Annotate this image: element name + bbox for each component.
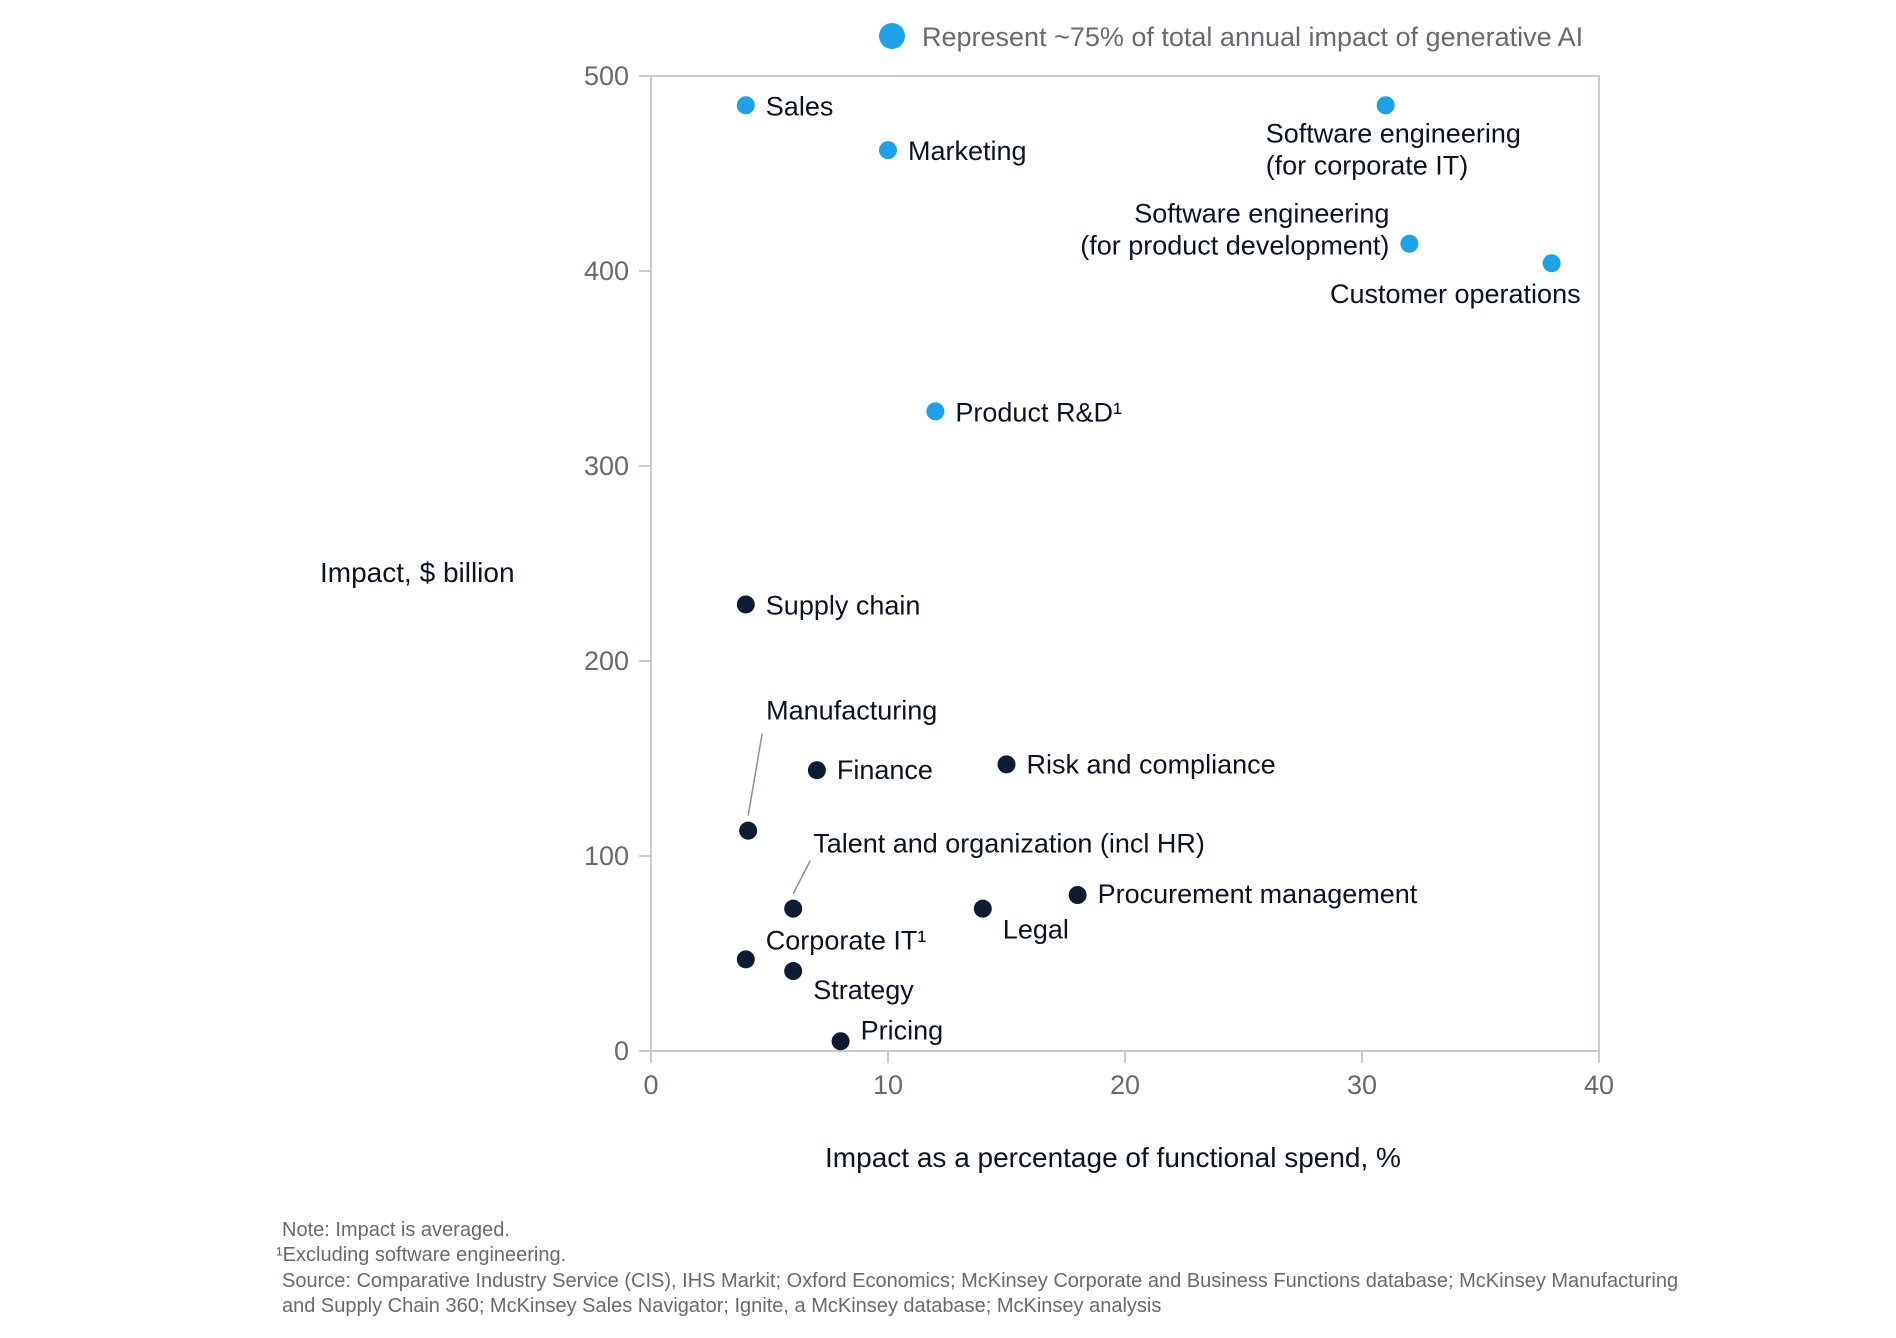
y-tick-label: 400: [584, 256, 629, 286]
y-axis-title: Impact, $ billion: [320, 557, 515, 588]
point-supply-chain: [736, 595, 755, 614]
label-talent-and-organization: Talent and organization (incl HR): [813, 829, 1205, 859]
point-procurement-management: [1068, 886, 1087, 904]
y-tick-label: 100: [584, 841, 629, 871]
point-strategy: [784, 962, 803, 981]
data-points: [736, 96, 1561, 1051]
label-corporate-it: Corporate IT¹: [766, 925, 927, 955]
x-axis-title: Impact as a percentage of functional spe…: [825, 1142, 1401, 1173]
point-corporate-it: [736, 950, 755, 969]
source-text-line-1: Source: Comparative Industry Service (CI…: [282, 1270, 1679, 1292]
source-text-line-2: and Supply Chain 360; McKinsey Sales Nav…: [282, 1295, 1162, 1317]
point-software-engineering-corporate-it: [1376, 96, 1395, 115]
label-supply-chain: Supply chain: [766, 590, 921, 620]
x-tick-label: 20: [1110, 1070, 1140, 1100]
point-finance: [807, 761, 826, 780]
point-software-engineering-product-development: [1400, 234, 1419, 253]
label-software-engineering-corporate-it-line-2: (for corporate IT): [1266, 150, 1469, 180]
point-manufacturing: [739, 821, 758, 840]
x-tick-label: 0: [643, 1070, 658, 1100]
point-risk-and-compliance: [997, 755, 1016, 774]
legend: Represent ~75% of total annual impact of…: [879, 22, 1583, 52]
point-product-rd: [926, 402, 945, 421]
x-axis-ticks: 0 10 20 30 40: [643, 1051, 1614, 1100]
point-talent-and-organization: [784, 899, 803, 918]
label-customer-operations: Customer operations: [1330, 279, 1581, 309]
x-tick-label: 30: [1347, 1070, 1377, 1100]
note-text: Note: Impact is averaged.: [282, 1219, 510, 1241]
point-sales: [736, 96, 755, 115]
point-customer-operations: [1542, 254, 1561, 273]
label-manufacturing: Manufacturing: [766, 696, 937, 726]
leader-line-manufacturing: [747, 733, 763, 816]
point-legal: [973, 899, 992, 918]
y-tick-label: 0: [614, 1036, 629, 1066]
x-tick-label: 10: [873, 1070, 903, 1100]
label-legal: Legal: [1003, 915, 1069, 945]
y-tick-label: 500: [584, 61, 629, 91]
point-pricing: [831, 1032, 850, 1051]
label-sales: Sales: [766, 91, 834, 121]
label-risk-and-compliance: Risk and compliance: [1027, 749, 1276, 779]
label-pricing: Pricing: [861, 1015, 944, 1045]
y-tick-label: 200: [584, 646, 629, 676]
label-marketing: Marketing: [908, 136, 1027, 166]
label-product-rd: Product R&D¹: [955, 397, 1122, 427]
footnote-text: ¹Excluding software engineering.: [276, 1244, 567, 1266]
legend-marker: [879, 23, 905, 49]
leader-lines: [747, 733, 811, 894]
label-finance: Finance: [837, 755, 933, 785]
label-software-engineering-corporate-it-line-1: Software engineering: [1266, 118, 1521, 148]
legend-label: Represent ~75% of total annual impact of…: [922, 22, 1583, 52]
leader-line-talent-and-organization: [792, 860, 811, 894]
y-axis-ticks: 0 100 200 300 400 500: [584, 61, 651, 1066]
label-strategy: Strategy: [813, 975, 914, 1005]
label-procurement-management: Procurement management: [1098, 879, 1418, 909]
x-tick-label: 40: [1584, 1070, 1614, 1100]
point-marketing: [879, 141, 897, 160]
y-tick-label: 300: [584, 451, 629, 481]
label-software-engineering-product-development-line-1: Software engineering: [1134, 199, 1389, 229]
label-software-engineering-product-development-line-2: (for product development): [1080, 231, 1389, 261]
